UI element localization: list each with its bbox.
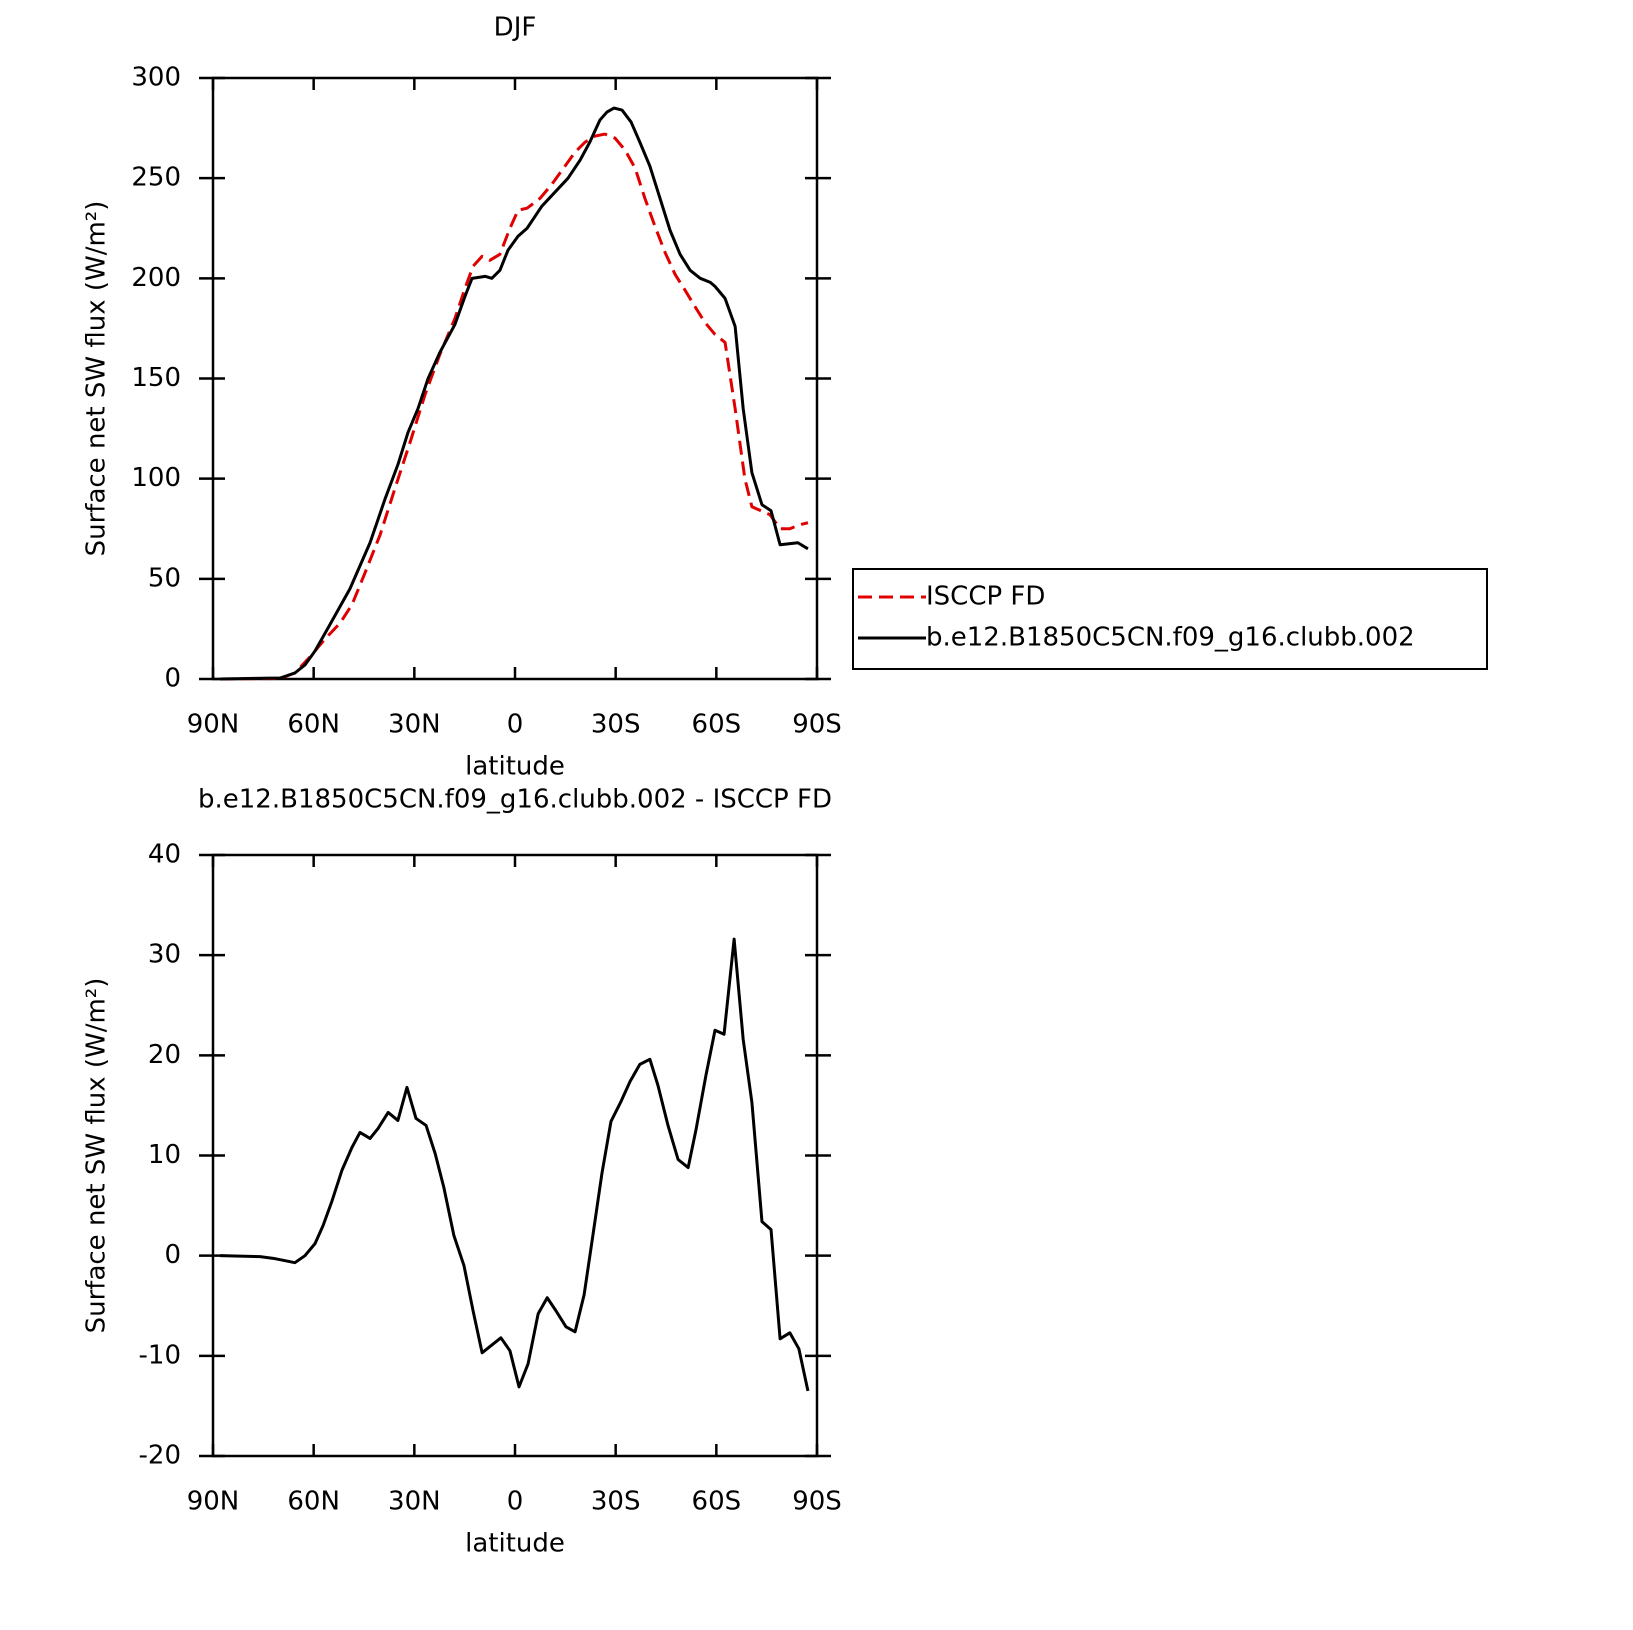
x-tick-label: 90N [187,1487,240,1517]
x-tick-label: 60N [287,710,340,740]
y-tick-label: 0 [164,1240,181,1270]
legend-box [852,568,1488,670]
y-tick-label: 0 [164,664,181,694]
x-tick-label: 60S [692,1487,742,1517]
y-tick-label: 250 [131,163,181,193]
y-tick-label: 50 [148,563,181,593]
y-axis-label: Surface net SW flux (W/m²) [82,978,112,1334]
x-tick-label: 90S [792,1487,842,1517]
data-line [220,106,809,681]
y-tick-label: -10 [139,1340,181,1370]
y-axis-label: Surface net SW flux (W/m²) [82,201,112,557]
y-tick-label: 100 [131,463,181,493]
chart-title: b.e12.B1850C5CN.f09_g16.clubb.002 - ISCC… [198,785,832,815]
plot-frame [211,76,819,681]
legend-label: ISCCP FD [926,582,1045,612]
y-tick-label: 200 [131,263,181,293]
x-tick-label: 60S [692,710,742,740]
x-tick-label: 90S [792,710,842,740]
chart-title: DJF [494,13,537,43]
x-tick-label: 0 [507,1487,524,1517]
x-tick-label: 30N [388,1487,441,1517]
y-tick-label: 40 [148,840,181,870]
y-tick-label: -20 [139,1441,181,1471]
x-tick-label: 90N [187,710,240,740]
data-line [220,937,810,1392]
x-tick-label: 60N [287,1487,340,1517]
x-axis-label: latitude [465,1529,565,1559]
data-line [220,132,809,681]
x-tick-label: 30S [591,1487,641,1517]
y-tick-label: 20 [148,1040,181,1070]
y-tick-label: 30 [148,940,181,970]
x-tick-label: 0 [507,710,524,740]
x-axis-label: latitude [465,752,565,782]
x-tick-label: 30N [388,710,441,740]
x-tick-label: 30S [591,710,641,740]
y-tick-label: 10 [148,1140,181,1170]
legend-label: b.e12.B1850C5CN.f09_g16.clubb.002 [926,623,1415,653]
y-tick-label: 300 [131,63,181,93]
y-tick-label: 150 [131,363,181,393]
